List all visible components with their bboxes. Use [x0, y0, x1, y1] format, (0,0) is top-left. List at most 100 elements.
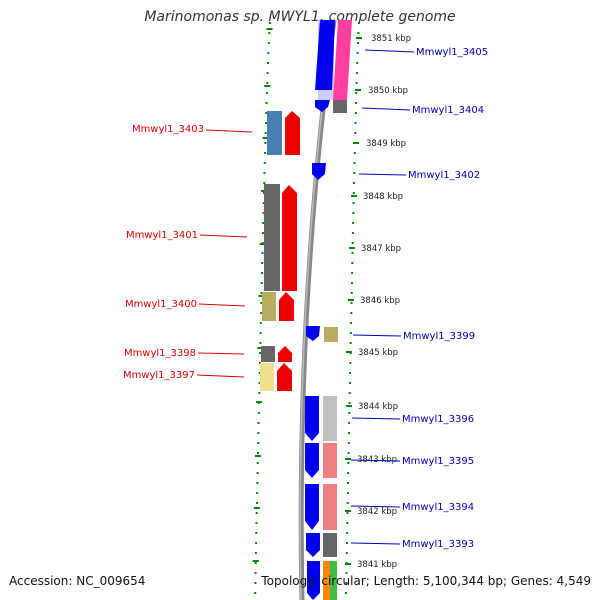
ring-dot	[346, 542, 348, 544]
ring-major-tick	[259, 243, 266, 245]
ring-dot	[262, 232, 264, 234]
ring-dot	[346, 532, 349, 534]
ring-dot	[355, 92, 358, 94]
ring-dot	[255, 522, 258, 524]
ring-dot	[267, 42, 270, 44]
ring-dot	[350, 322, 353, 324]
ring-dot	[264, 142, 267, 144]
ring-dot	[349, 362, 352, 364]
ring-dot	[254, 552, 257, 554]
ring-dot	[262, 222, 265, 224]
ring-dot	[352, 202, 355, 204]
feature-3400-gene	[279, 292, 294, 321]
ring-dot	[255, 532, 258, 534]
ring-dot	[351, 232, 354, 234]
ring-dot	[265, 112, 268, 114]
feature-3403-gene	[285, 111, 300, 155]
tick-label: 3845 kbp	[358, 348, 398, 358]
ring-dot	[269, 22, 271, 24]
ring-dot	[348, 382, 351, 384]
ring-major-tick	[253, 507, 260, 509]
ring-dot	[354, 112, 357, 114]
ring-dot	[256, 482, 259, 484]
ring-dot	[257, 422, 260, 424]
ring-dot	[256, 462, 259, 464]
ring-dot	[258, 392, 261, 394]
ring-dot	[357, 42, 359, 44]
topology-text: Topology: circular; Length: 5,100,344 bp…	[261, 574, 591, 588]
feature-3405-gene	[315, 20, 335, 90]
ring-dot	[354, 122, 357, 124]
ring-dot	[356, 62, 359, 64]
feature-3404-cog	[333, 100, 347, 113]
ring-dot	[259, 342, 262, 344]
ring-dot	[267, 52, 270, 54]
ring-dot	[258, 382, 261, 384]
tick-label: 3850 kbp	[368, 86, 408, 96]
ring-dot	[268, 32, 271, 34]
map-title: Marinomonas sp. MWYL1, complete genome	[144, 9, 456, 25]
ring-dot	[259, 352, 262, 354]
ring-dot	[261, 272, 263, 274]
tick-label: 3847 kbp	[361, 244, 401, 254]
ring-dot	[350, 292, 353, 294]
feature-3400-cog	[262, 292, 276, 321]
feature-3403-cog	[267, 111, 282, 155]
ring-dot	[265, 122, 267, 124]
feature-3394-gene	[305, 484, 319, 530]
ring-dot	[355, 72, 358, 74]
feature-3393-cog	[323, 533, 337, 557]
ring-dot	[255, 542, 258, 544]
ring-dot	[351, 262, 354, 264]
ring-dot	[265, 102, 268, 104]
ring-dot	[353, 152, 356, 154]
gene-label: Mmwyl1_3405	[416, 47, 488, 58]
feature-3405-cog	[333, 20, 352, 100]
ring-dot	[257, 442, 260, 444]
ring-dot	[348, 392, 351, 394]
ring-dot	[349, 372, 352, 374]
ring-major-tick	[257, 347, 264, 349]
ring-dot	[348, 422, 351, 424]
ring-major-tick	[266, 28, 273, 30]
ring-dot	[355, 82, 358, 84]
feature-3392-cog-b	[330, 561, 337, 600]
gene-label: Mmwyl1_3402	[408, 170, 480, 181]
feature-3392-cog-a	[323, 561, 330, 600]
gene-label: Mmwyl1_3394	[402, 502, 474, 513]
gene-label: Mmwyl1_3404	[412, 105, 484, 116]
feature-3401-cog	[264, 184, 280, 291]
ring-dot	[265, 92, 268, 94]
ring-dot	[353, 182, 355, 184]
ring-dot	[259, 332, 262, 334]
ring-dot	[256, 502, 258, 504]
gene-label: Mmwyl1_3398	[124, 348, 196, 359]
ring-dot	[261, 262, 264, 264]
ring-dot	[263, 172, 266, 174]
ring-dot	[256, 492, 259, 494]
ring-dot	[349, 332, 352, 334]
ring-dot	[355, 102, 358, 104]
gene-label: Mmwyl1_3401	[126, 230, 198, 241]
ring-dot	[347, 452, 350, 454]
ring-dot	[347, 472, 350, 474]
ring-dot	[347, 482, 349, 484]
tick-label: 3842 kbp	[357, 507, 397, 517]
ring-dot	[267, 62, 269, 64]
ring-dot	[259, 322, 262, 324]
feature-3399-gene	[306, 326, 320, 341]
ring-dot	[351, 242, 354, 244]
ring-dot	[263, 182, 266, 184]
ring-major-tick	[262, 137, 269, 139]
ring-dot	[260, 312, 263, 314]
ring-dot	[348, 402, 351, 404]
ring-dot	[261, 252, 264, 254]
ring-major-tick	[256, 401, 263, 403]
reverse-strand-features	[305, 20, 352, 600]
ring-dot	[346, 502, 349, 504]
ring-dot	[354, 132, 357, 134]
ring-dot	[262, 212, 265, 214]
ring-dot	[260, 292, 263, 294]
ring-dot	[351, 252, 354, 254]
gene-label: Mmwyl1_3399	[403, 331, 475, 342]
